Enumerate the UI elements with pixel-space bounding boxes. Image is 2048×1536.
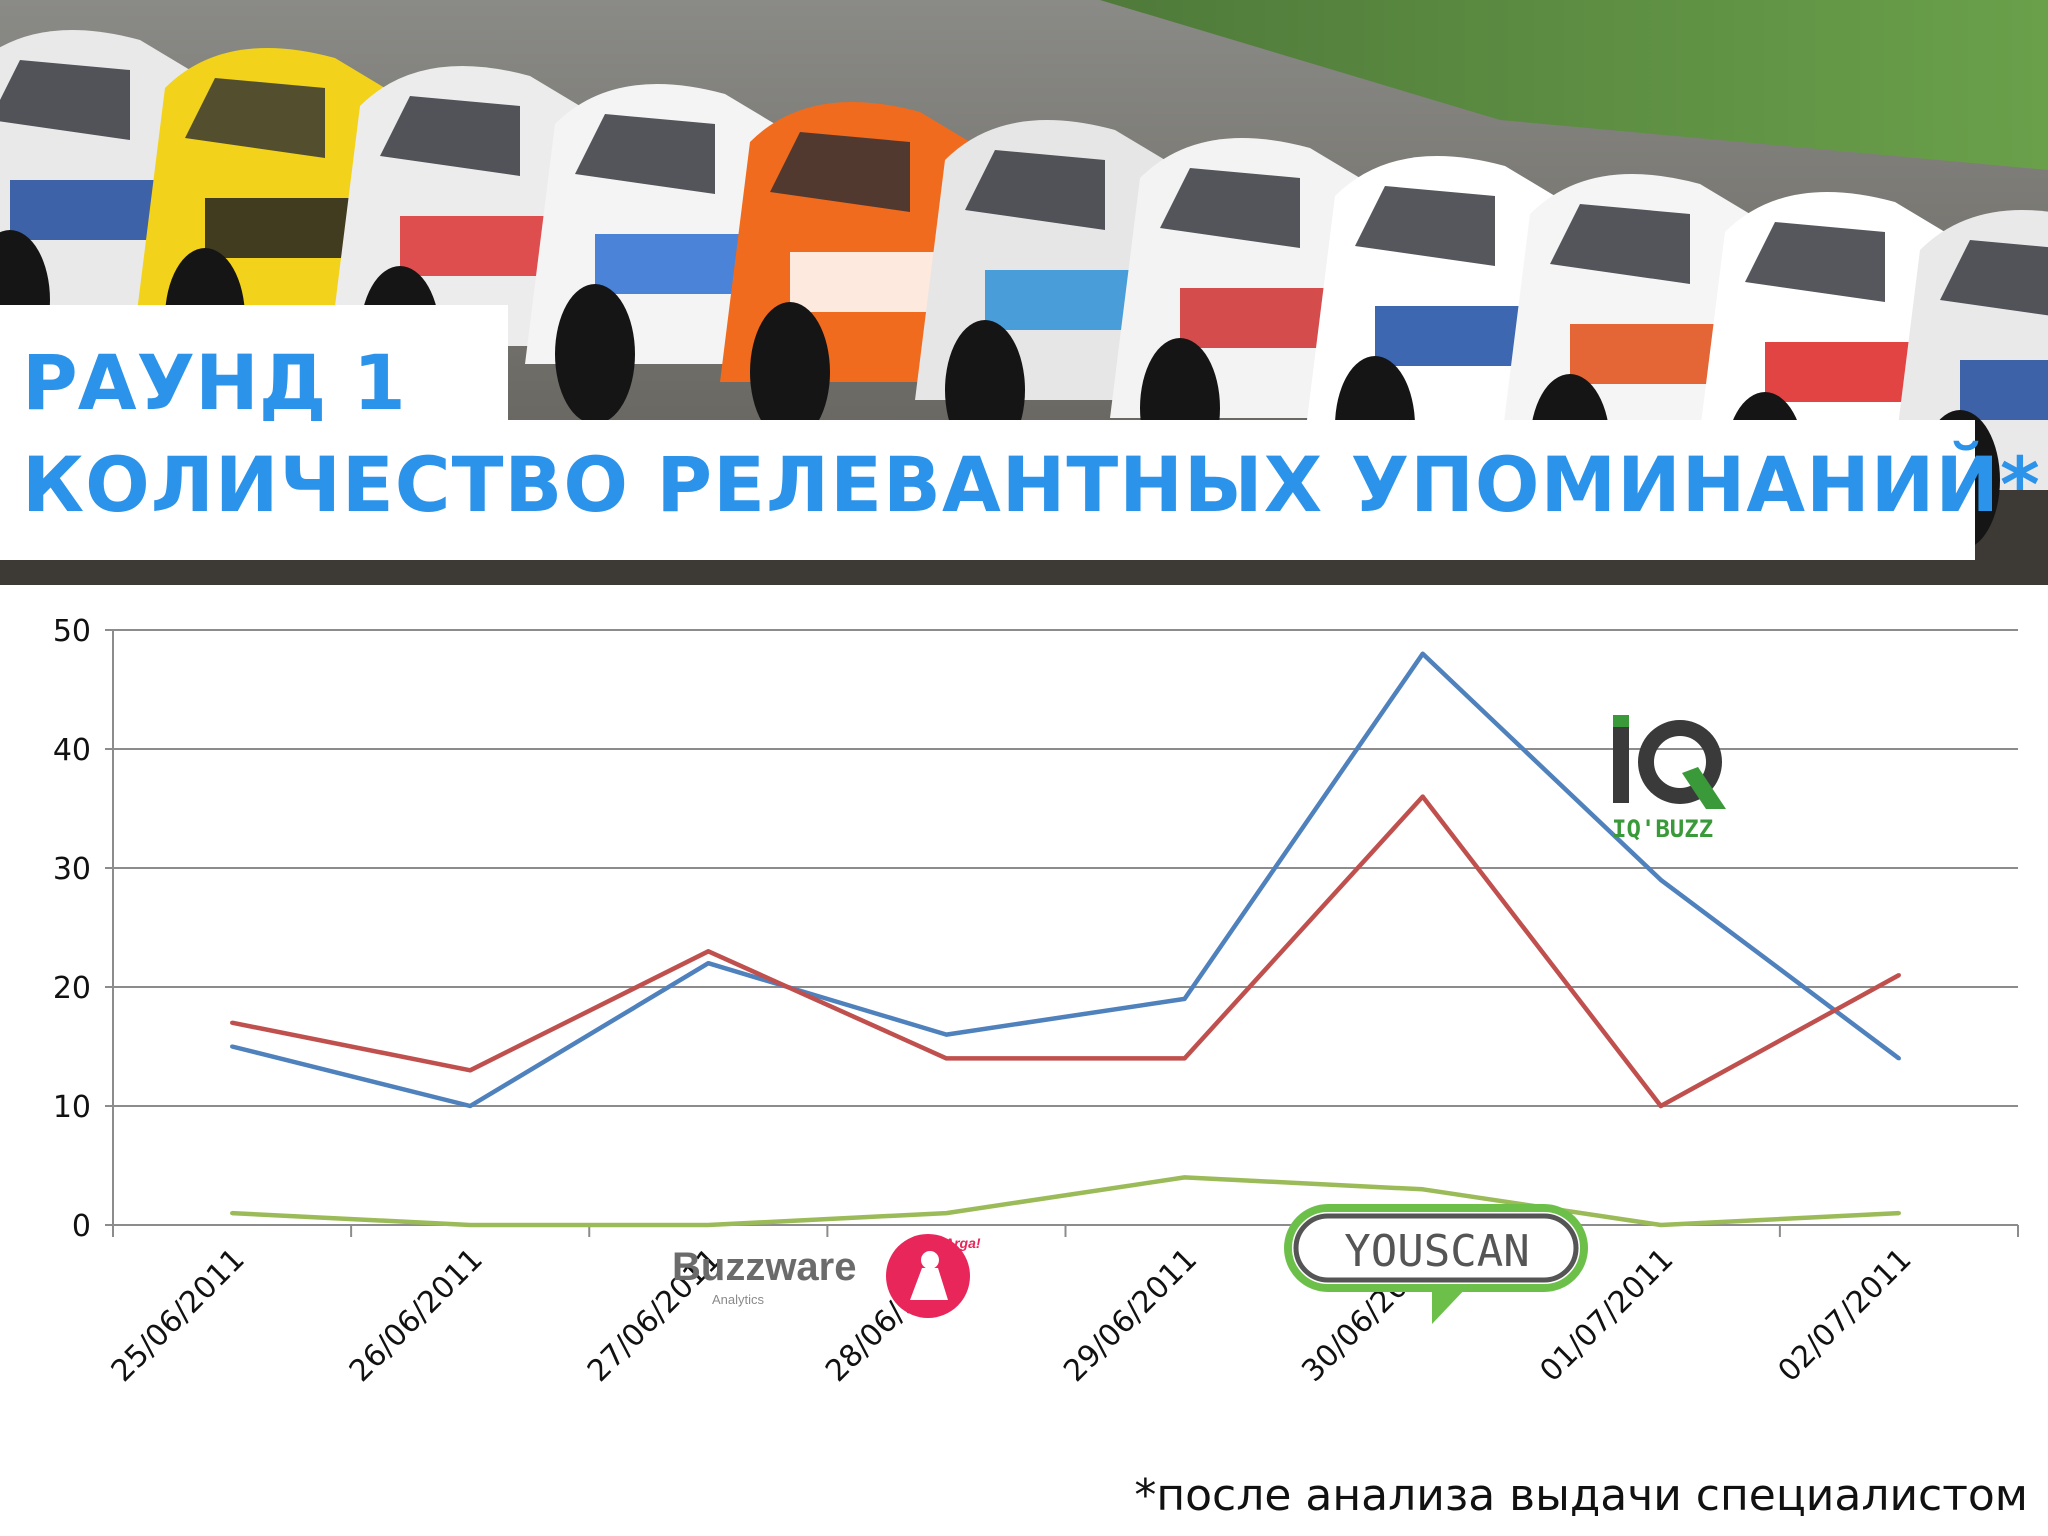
- data-point: [706, 1223, 711, 1227]
- data-point: [230, 1211, 235, 1216]
- y-tick-label: 40: [53, 733, 91, 768]
- data-point: [1658, 877, 1663, 882]
- y-tick-label: 10: [53, 1090, 91, 1125]
- data-point: [1420, 1187, 1425, 1192]
- series-line-3: [231, 1175, 1900, 1228]
- y-tick-label: 0: [72, 1209, 91, 1244]
- data-point: [944, 1032, 949, 1037]
- slide-title-subject: КОЛИЧЕСТВО РЕЛЕВАНТНЫХ УПОМИНАНИЙ*: [22, 440, 2041, 529]
- series-line-1: [231, 651, 1901, 1109]
- data-point: [1420, 794, 1425, 799]
- title-background-1: [0, 305, 508, 427]
- title-background-2: [0, 420, 1975, 560]
- y-tick-label: 30: [53, 852, 91, 887]
- data-point: [230, 1044, 235, 1049]
- iqbuzz-caption: IQ'BUZZ: [1612, 815, 1713, 843]
- youscan-logo: YOUSCAN: [1282, 1200, 1592, 1330]
- series-line-2: [231, 794, 1901, 1109]
- data-point: [1420, 651, 1425, 656]
- data-point: [706, 949, 711, 954]
- data-point: [944, 1211, 949, 1216]
- data-point: [1896, 1211, 1901, 1216]
- data-point: [1182, 996, 1187, 1001]
- slide-title-round: РАУНД 1: [22, 338, 406, 427]
- data-point: [1658, 1223, 1663, 1227]
- x-tick-label: 25/06/2011: [105, 1242, 252, 1389]
- data-point: [468, 1223, 473, 1227]
- youscan-wordmark: YOUSCAN: [1344, 1226, 1529, 1277]
- y-tick-label: 20: [53, 971, 91, 1006]
- data-point: [230, 1020, 235, 1025]
- data-point: [468, 1104, 473, 1108]
- buzzware-tagline: Analytics: [712, 1292, 765, 1307]
- footnote: *после анализа выдачи специалистом: [1134, 1470, 2028, 1521]
- data-point: [706, 961, 711, 966]
- x-tick-label: 02/07/2011: [1772, 1242, 1919, 1389]
- iqbuzz-logo: IQ'BUZZ: [1610, 715, 1730, 845]
- data-point: [1896, 1056, 1901, 1061]
- data-point: [1182, 1175, 1187, 1180]
- buzzware-badge: Arga!: [943, 1235, 981, 1251]
- data-point: [944, 1056, 949, 1061]
- x-tick-label: 26/06/2011: [343, 1242, 490, 1389]
- buzzware-logo: Buzzware Analytics Arga!: [672, 1228, 982, 1318]
- data-point: [468, 1068, 473, 1073]
- buzzware-wordmark: Buzzware: [672, 1245, 857, 1289]
- x-tick-label: 29/06/2011: [1057, 1242, 1204, 1389]
- data-point: [1658, 1104, 1663, 1108]
- y-tick-label: 50: [53, 614, 91, 649]
- data-point: [1182, 1056, 1187, 1061]
- data-point: [1896, 973, 1901, 978]
